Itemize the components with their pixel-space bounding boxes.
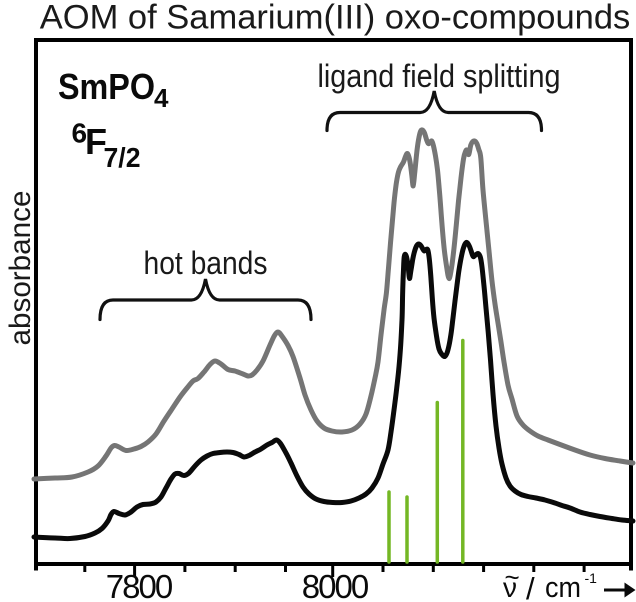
svg-text:-1: -1 (585, 570, 598, 586)
svg-text:SmPO: SmPO (58, 66, 155, 107)
svg-text:6: 6 (72, 118, 88, 149)
svg-text:7/2: 7/2 (104, 142, 141, 173)
svg-text:hot bands: hot bands (144, 245, 268, 281)
svg-text:ligand field splitting: ligand field splitting (318, 58, 561, 94)
svg-text:cm: cm (545, 572, 581, 602)
svg-text:/: / (526, 571, 535, 602)
svg-text:~: ~ (505, 562, 520, 592)
svg-text:AOM of Samarium(III) oxo-compo: AOM of Samarium(III) oxo-compounds (40, 0, 631, 36)
svg-text:F: F (85, 121, 107, 162)
svg-text:7800: 7800 (106, 568, 173, 602)
svg-text:4: 4 (154, 83, 169, 113)
svg-text:absorbance: absorbance (4, 191, 37, 346)
svg-text:8000: 8000 (302, 568, 369, 602)
svg-text:ν: ν (503, 572, 517, 602)
